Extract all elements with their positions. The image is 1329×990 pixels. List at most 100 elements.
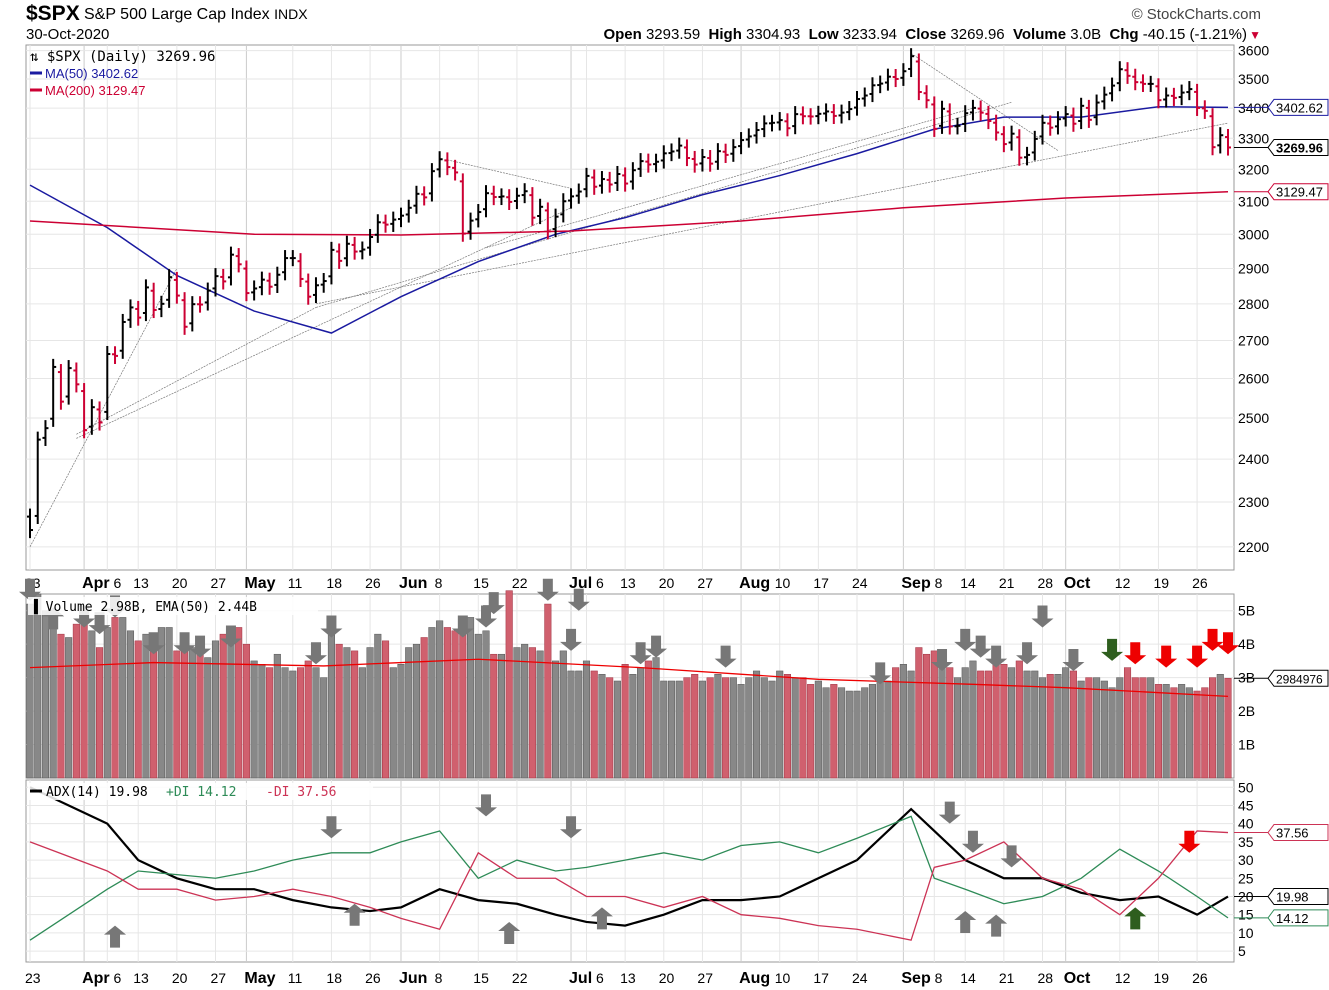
- price-bar: [768, 114, 775, 132]
- price-bar: [1070, 107, 1077, 132]
- price-bar: [1024, 146, 1031, 166]
- volume-bar: [892, 667, 900, 779]
- price-bar: [861, 87, 868, 107]
- volume-bar: [41, 610, 49, 779]
- price-bar: [529, 187, 536, 226]
- arrow-down-icon: [714, 645, 737, 668]
- high-value: 3304.93: [746, 26, 801, 43]
- arrow-down-icon: [475, 794, 498, 817]
- volume-bar: [799, 677, 807, 779]
- ohlc-summary: Open 3293.59 High 3304.93 Low 3233.94 Cl…: [603, 26, 1247, 43]
- overlay-ma50: [29, 105, 1229, 334]
- volume-bar: [65, 637, 73, 779]
- price-bar: [730, 139, 737, 162]
- arrow-up-icon: [343, 903, 366, 926]
- volume-bar: [235, 627, 243, 779]
- volume-bar: [729, 677, 737, 779]
- volume-legend: ▐ Volume 2.98B, EMA(50) 2.44B: [30, 598, 257, 615]
- arrow-down-icon: [1000, 845, 1023, 868]
- price-label: 3402.62: [1276, 100, 1323, 115]
- volume-bar: [861, 687, 869, 779]
- price-bar: [96, 401, 103, 431]
- volume-bar: [497, 653, 506, 779]
- date-tick-label: 8: [435, 575, 443, 591]
- volume-bar: [219, 633, 227, 779]
- price-bar: [320, 273, 327, 293]
- price-bar: [900, 63, 907, 86]
- volume-bar: [157, 627, 165, 779]
- price-bar: [166, 269, 173, 308]
- arrow-down-icon: [629, 642, 652, 665]
- volume-bar: [683, 677, 691, 779]
- volume-ema-line: [29, 658, 1229, 698]
- price-bar: [799, 106, 806, 125]
- trendline: [315, 101, 1012, 308]
- volume-bar: [134, 640, 142, 779]
- price-bar: [112, 346, 119, 364]
- arrow-down-icon: [1155, 645, 1178, 668]
- volume-bar: [296, 667, 305, 779]
- adx-tick-label: 40: [1238, 816, 1254, 832]
- volume-bar: [196, 643, 204, 779]
- volume-bar: [49, 613, 57, 779]
- date-tick-label: 14: [960, 575, 976, 591]
- volume-bar: [613, 680, 621, 779]
- date-tick-label: Sep 8: [901, 575, 942, 592]
- arrow-up-icon: [954, 911, 977, 934]
- price-bar: [1225, 129, 1231, 156]
- price-bar: [676, 137, 683, 159]
- date-tick-label: 13: [133, 970, 149, 986]
- volume-bar: [1116, 677, 1124, 779]
- price-bar: [1078, 97, 1085, 130]
- price-bar: [915, 53, 922, 101]
- price-label: 3129.47: [1276, 185, 1323, 200]
- date-tick-label: 6: [592, 575, 604, 591]
- price-bar: [1178, 84, 1185, 106]
- volume-bar: [899, 664, 907, 779]
- adx-label-box: [1234, 888, 1329, 906]
- volume-bar: [791, 677, 799, 779]
- low-label: Low: [808, 26, 839, 43]
- volume-bar: [142, 633, 150, 779]
- price-label: 3269.96: [1276, 140, 1323, 155]
- date-tick-label: May: [244, 575, 275, 592]
- price-tick-label: 2900: [1238, 260, 1269, 276]
- price-bar: [877, 75, 884, 94]
- volume-bar: [188, 647, 196, 779]
- price-tick-label: 3000: [1238, 226, 1269, 242]
- price-bar: [1093, 94, 1100, 126]
- price-bar: [1170, 87, 1177, 106]
- arrow-down-icon: [1186, 645, 1209, 668]
- volume-bar: [397, 664, 405, 779]
- price-bar: [977, 100, 984, 121]
- adx-label-box: [1234, 909, 1329, 927]
- price-bar: [513, 187, 520, 210]
- price-bar: [1124, 62, 1131, 84]
- arrow-down-icon: [1062, 648, 1085, 671]
- date-tick-label: 19: [1153, 575, 1169, 591]
- arrow-down-icon: [560, 628, 583, 651]
- volume-bar: [1185, 687, 1193, 779]
- volume-bar: [72, 623, 80, 779]
- volume-bar: [436, 620, 444, 779]
- date-tick-label: 18: [326, 575, 342, 591]
- date-tick-label: 13: [133, 575, 149, 591]
- date-tick-label: 20: [659, 575, 675, 591]
- volume-bar: [582, 660, 591, 779]
- volume-bar: [1201, 687, 1209, 779]
- volume-bar: [80, 623, 88, 779]
- price-bar: [243, 260, 250, 302]
- volume-bar: [26, 603, 34, 779]
- credit[interactable]: © StockCharts.com: [1131, 6, 1261, 23]
- date-tick-label: 12: [1115, 970, 1131, 986]
- volume-bar: [1224, 678, 1232, 779]
- date-tick-label: 10: [775, 575, 791, 591]
- volume-bar: [1093, 677, 1101, 779]
- date-tick-label: Apr 6: [82, 970, 121, 987]
- date-tick-label: 11: [288, 970, 303, 986]
- date-tick-label: 21: [999, 575, 1015, 591]
- volume-bar: [714, 674, 722, 779]
- volume-bar: [923, 653, 931, 779]
- volume-bar: [1154, 684, 1162, 779]
- price-bar: [42, 420, 49, 446]
